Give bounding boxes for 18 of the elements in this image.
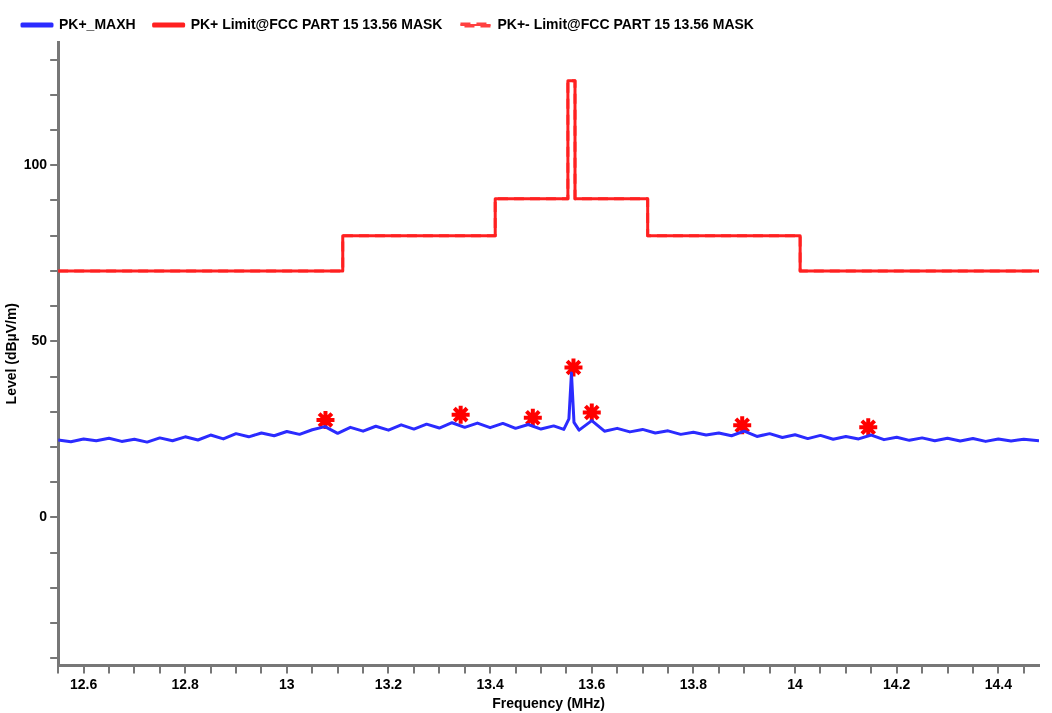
y-tick-label: 0 (39, 508, 48, 525)
legend-label: PK+_MAXH (59, 15, 136, 32)
legend-label: PK+- Limit@FCC PART 15 13.56 MASK (497, 15, 754, 32)
y-tick-label: 100 (23, 156, 48, 173)
x-tick-label: 14 (787, 675, 804, 692)
x-tick-label: 14.4 (984, 675, 1013, 692)
x-tick-label: 13.6 (578, 675, 606, 692)
y-tick-label: 50 (31, 332, 48, 349)
x-axis-title: Frequency (MHz) (492, 695, 605, 712)
x-tick-label: 14.2 (883, 675, 911, 692)
x-tick-label: 13.4 (476, 675, 504, 692)
legend-label: PK+ Limit@FCC PART 15 13.56 MASK (190, 15, 443, 32)
x-tick-label: 12.6 (69, 675, 98, 692)
x-tick-label: 12.8 (171, 675, 200, 692)
x-tick-label: 13 (279, 675, 295, 692)
x-tick-label: 13.2 (374, 675, 403, 692)
x-tick-label: 13.8 (679, 675, 708, 692)
y-axis-title: Level (dBµV/m) (3, 302, 20, 405)
